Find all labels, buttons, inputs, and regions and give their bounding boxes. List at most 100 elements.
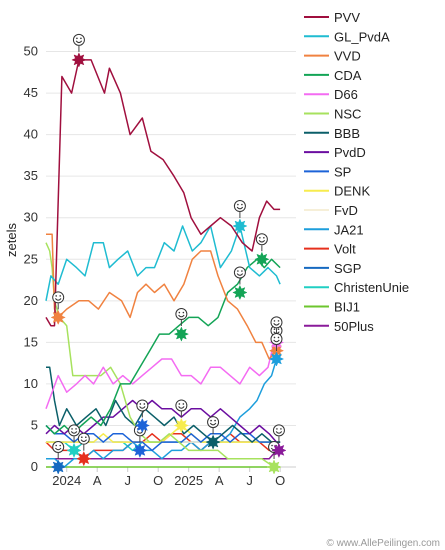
y-tick-label: 35	[24, 168, 38, 183]
x-tick-label: O	[275, 473, 285, 488]
x-tick-label: 2025	[174, 473, 203, 488]
series-line-pvv	[45, 59, 281, 327]
smiley-icon	[270, 316, 283, 329]
smiley-icon	[77, 432, 90, 445]
site-credit: © www.AllePeilingen.com	[326, 538, 440, 549]
event-marker-cda[interactable]	[232, 266, 248, 301]
y-axis-title: zetels	[4, 223, 19, 257]
y-tick-label: 40	[24, 127, 38, 142]
star-marker	[132, 442, 148, 459]
star-marker	[76, 451, 92, 467]
legend-item-christenunie[interactable]: ChristenUnie	[304, 280, 409, 295]
event-marker-sgp[interactable]	[50, 441, 66, 475]
legend-label: CDA	[334, 68, 362, 83]
y-tick-label: 25	[24, 251, 38, 266]
y-tick-label: 5	[31, 417, 38, 432]
y-tick-label: 45	[24, 85, 38, 100]
star-marker	[205, 434, 221, 450]
star-marker	[271, 442, 287, 459]
legend-label: PvdD	[334, 145, 366, 160]
legend-label: D66	[334, 87, 358, 102]
smiley-icon	[52, 441, 65, 453]
legend-label: SP	[334, 164, 351, 179]
legend-label: NSC	[334, 107, 361, 122]
star-marker	[173, 326, 190, 342]
star-marker	[232, 218, 248, 234]
star-marker	[50, 459, 66, 475]
event-marker-sp[interactable]	[132, 424, 148, 459]
legend-label: PVV	[334, 10, 360, 25]
event-marker-ja21[interactable]	[268, 332, 285, 367]
legend-label: FvD	[334, 203, 358, 218]
x-tick-label: O	[153, 473, 163, 488]
x-tick-label: A	[215, 473, 224, 488]
legend-item-pvv[interactable]: PVV	[304, 10, 360, 25]
smiley-icon	[136, 399, 149, 412]
smiley-icon	[270, 332, 283, 345]
legend-item-sp[interactable]: SP	[304, 164, 351, 179]
smiley-icon	[233, 266, 246, 279]
y-tick-label: 20	[24, 293, 38, 308]
event-marker-cda[interactable]	[173, 308, 190, 342]
series-line-bbb	[46, 366, 281, 443]
legend-label: BBB	[334, 126, 360, 141]
star-marker	[66, 442, 82, 459]
legend-item-fvd[interactable]: FvD	[304, 203, 358, 218]
legend-label: 50Plus	[334, 319, 374, 334]
smiley-icon	[175, 308, 188, 321]
legend-item-pvdd[interactable]: PvdD	[304, 145, 366, 160]
event-marker-volt[interactable]	[76, 432, 92, 467]
star-marker	[50, 309, 66, 326]
y-axis-ticks: 0 5 10 15 20 25 30 35 40 45 50	[24, 44, 38, 474]
smiley-icon	[255, 233, 268, 246]
x-tick-label: J	[124, 473, 131, 488]
star-marker	[266, 459, 282, 475]
star-marker	[254, 251, 270, 267]
event-marker-gl_pvda[interactable]	[232, 200, 248, 234]
legend-item-nsc[interactable]: NSC	[304, 107, 361, 122]
legend-item-bij1[interactable]: BIJ1	[304, 300, 360, 315]
legend-item-vvd[interactable]: VVD	[304, 49, 361, 64]
series-line-pvdd	[45, 399, 281, 443]
y-tick-label: 15	[24, 334, 38, 349]
smiley-icon	[72, 33, 85, 46]
legend-label: ChristenUnie	[334, 280, 409, 295]
smiley-icon	[68, 424, 81, 437]
event-marker-pvv[interactable]	[71, 33, 87, 68]
x-tick-label: J	[246, 473, 253, 488]
event-marker-denk[interactable]	[173, 399, 190, 434]
legend-label: GL_PvdA	[334, 29, 390, 44]
legend-item-gl_pvda[interactable]: GL_PvdA	[304, 29, 390, 44]
y-tick-label: 30	[24, 210, 38, 225]
legend-item-50plus[interactable]: 50Plus	[304, 319, 374, 334]
event-marker-vvd[interactable]	[50, 291, 66, 326]
legend-label: Volt	[334, 242, 356, 257]
y-tick-label: 50	[24, 44, 38, 59]
legend: PVV GL_PvdA VVD CDA D66 NSC BBB PvdD SP DENK FvD JA…	[304, 10, 409, 334]
x-tick-label: 2024	[52, 473, 81, 488]
legend-item-denk[interactable]: DENK	[304, 184, 370, 199]
legend-item-cda[interactable]: CDA	[304, 68, 362, 83]
smiley-icon	[233, 200, 246, 213]
legend-label: VVD	[334, 49, 361, 64]
legend-item-ja21[interactable]: JA21	[304, 222, 364, 237]
event-marker-50plus[interactable]	[271, 424, 287, 459]
smiley-icon	[272, 424, 285, 437]
x-tick-label: A	[93, 473, 102, 488]
legend-label: BIJ1	[334, 300, 360, 315]
legend-item-volt[interactable]: Volt	[304, 242, 356, 257]
event-marker-christenunie[interactable]	[66, 424, 82, 459]
legend-item-sgp[interactable]: SGP	[304, 261, 361, 276]
series-line-d66	[45, 341, 281, 410]
x-axis-ticks: 2024 A J O 2025 A J O	[52, 467, 285, 488]
event-marker-bbb[interactable]	[205, 416, 221, 450]
smiley-icon	[207, 416, 220, 429]
event-marker-sp[interactable]	[134, 399, 150, 434]
legend-item-d66[interactable]: D66	[304, 87, 358, 102]
event-marker-cda[interactable]	[254, 233, 270, 267]
star-marker	[173, 417, 190, 434]
legend-item-bbb[interactable]: BBB	[304, 126, 360, 141]
y-tick-label: 0	[31, 459, 38, 474]
y-tick-label: 10	[24, 376, 38, 391]
